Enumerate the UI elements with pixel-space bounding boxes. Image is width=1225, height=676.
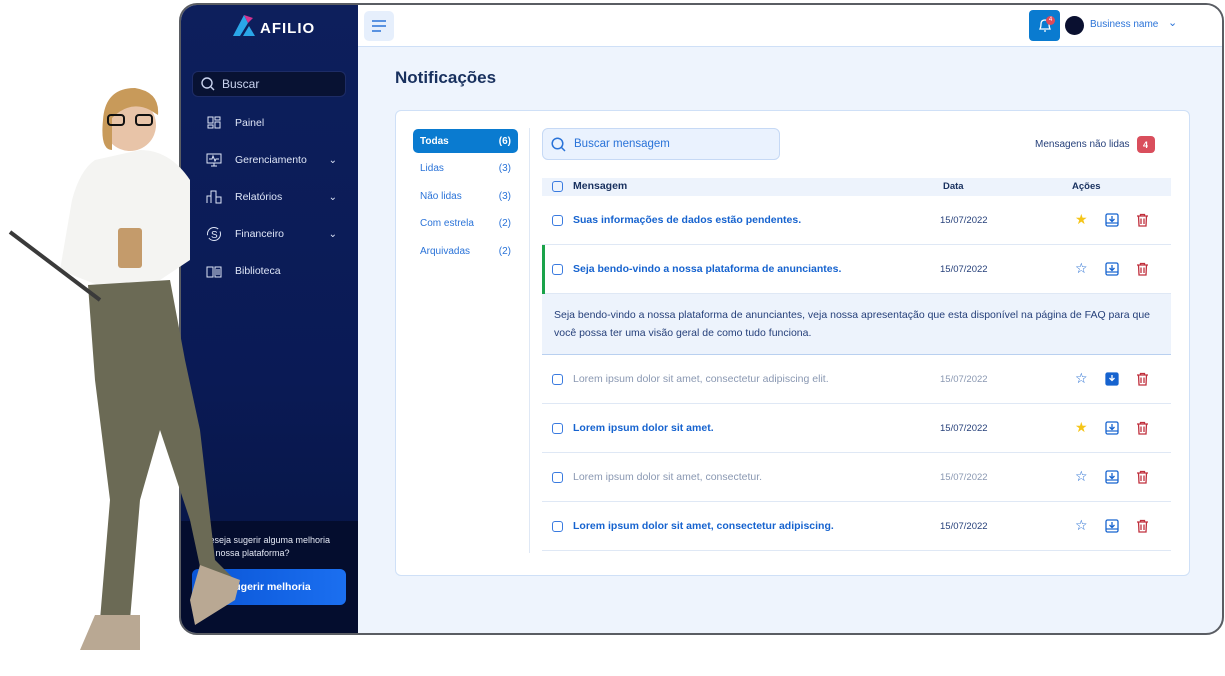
person-illustration <box>8 88 240 650</box>
page-title: Notificações <box>395 68 497 87</box>
message-subject[interactable]: Lorem ipsum dolor sit amet, consectetur … <box>573 373 829 385</box>
message-body: Seja bendo-vindo a nossa plataforma de a… <box>542 294 1171 355</box>
chevron-down-icon[interactable]: ⌄ <box>1168 17 1178 29</box>
message-date: 15/07/2022 <box>940 472 988 483</box>
monitor-icon <box>205 152 223 168</box>
message-subject[interactable]: Suas informações de dados estão pendente… <box>573 214 802 226</box>
star-outline-icon[interactable]: ☆ <box>1075 370 1088 386</box>
suggest-text: Deseja sugerir alguma melhoria na nossa … <box>203 535 331 558</box>
row-checkbox[interactable] <box>552 423 563 434</box>
chevron-down-icon: ⌄ <box>328 228 337 240</box>
row-checkbox[interactable] <box>552 374 563 385</box>
row-checkbox[interactable] <box>552 521 563 532</box>
avatar[interactable] <box>1065 16 1084 35</box>
expanded-marker <box>542 245 545 294</box>
archive-icon[interactable] <box>1105 421 1119 435</box>
trash-icon[interactable] <box>1136 519 1149 533</box>
dashboard-icon <box>205 115 223 131</box>
sidebar-item-biblioteca[interactable]: Biblioteca <box>205 263 337 279</box>
table-row[interactable]: Suas informações de dados estão pendente… <box>542 196 1171 245</box>
archive-icon[interactable] <box>1105 372 1119 386</box>
message-subject[interactable]: Lorem ipsum dolor sit amet, consectetur … <box>573 520 834 532</box>
bell-icon <box>1038 19 1051 32</box>
topbar: 4 Business name ⌄ <box>358 5 1222 47</box>
table-row[interactable]: Lorem ipsum dolor sit amet. 15/07/2022 ★ <box>542 404 1171 453</box>
archive-icon[interactable] <box>1105 519 1119 533</box>
sidebar-search-input[interactable]: Buscar <box>192 71 346 97</box>
bar-chart-icon <box>205 189 223 205</box>
sidebar-item-financeiro[interactable]: S Financeiro ⌄ <box>205 226 337 242</box>
search-icon <box>201 77 215 91</box>
message-subject[interactable]: Seja bendo-vindo a nossa plataforma de a… <box>573 263 842 275</box>
star-filled-icon[interactable]: ★ <box>1075 211 1088 227</box>
money-cycle-icon: S <box>205 226 223 242</box>
trash-icon[interactable] <box>1136 213 1149 227</box>
chevron-down-icon: ⌄ <box>328 191 337 203</box>
row-checkbox[interactable] <box>552 472 563 483</box>
chevron-down-icon: ⌄ <box>328 154 337 166</box>
star-outline-icon[interactable]: ☆ <box>1075 468 1088 484</box>
app-window: AFILIO Buscar Painel Gerenciamento ⌄ Rela… <box>179 3 1224 635</box>
svg-text:S: S <box>211 230 218 241</box>
message-search-input[interactable]: Buscar mensagem <box>542 128 780 160</box>
unread-messages: Mensagens não lidas 4 <box>1035 136 1155 153</box>
message-date: 15/07/2022 <box>940 374 988 385</box>
message-date: 15/07/2022 <box>940 521 988 532</box>
hamburger-icon <box>372 20 386 32</box>
filter-não-lidas[interactable]: Não lidas (3) <box>420 190 511 202</box>
select-all-checkbox[interactable] <box>552 181 563 192</box>
book-icon <box>205 263 223 279</box>
filter-lidas[interactable]: Lidas (3) <box>420 163 511 174</box>
row-checkbox[interactable] <box>552 215 563 226</box>
filter-todas[interactable]: Todas (6) <box>413 129 518 153</box>
trash-icon[interactable] <box>1136 372 1149 386</box>
star-outline-icon[interactable]: ☆ <box>1075 260 1088 276</box>
table-row[interactable]: Seja bendo-vindo a nossa plataforma de a… <box>542 245 1171 294</box>
filter-arquivadas[interactable]: Arquivadas (2) <box>420 245 511 257</box>
sidebar-item-relatorios[interactable]: Relatórios ⌄ <box>205 189 337 205</box>
unread-count-badge: 4 <box>1136 136 1155 153</box>
menu-toggle-button[interactable] <box>364 11 394 41</box>
divider <box>529 128 530 553</box>
message-date: 15/07/2022 <box>940 264 988 275</box>
notification-count-badge: 4 <box>1046 16 1055 25</box>
notifications-button[interactable]: 4 <box>1029 10 1060 41</box>
message-subject[interactable]: Lorem ipsum dolor sit amet, consectetur. <box>573 471 763 483</box>
archive-icon[interactable] <box>1105 470 1119 484</box>
filter-com-estrela[interactable]: Com estrela (2) <box>420 218 511 229</box>
message-subject[interactable]: Lorem ipsum dolor sit amet. <box>573 422 714 434</box>
business-name[interactable]: Business name <box>1090 19 1159 30</box>
trash-icon[interactable] <box>1136 421 1149 435</box>
row-checkbox[interactable] <box>552 264 563 275</box>
table-row[interactable]: Lorem ipsum dolor sit amet, consectetur … <box>542 355 1171 404</box>
notifications-card: Todas (6) Lidas (3) Não lidas (3) Com estrela(… <box>395 110 1190 576</box>
message-date: 15/07/2022 <box>940 423 988 434</box>
table-row[interactable]: Lorem ipsum dolor sit amet, consectetur … <box>542 502 1171 551</box>
star-filled-icon[interactable]: ★ <box>1075 419 1088 435</box>
archive-icon[interactable] <box>1105 213 1119 227</box>
table-header: Mensagem Data Ações <box>542 178 1171 196</box>
search-icon <box>551 136 566 152</box>
sidebar-item-gerenciamento[interactable]: Gerenciamento ⌄ <box>205 152 337 168</box>
logo: AFILIO <box>231 13 315 37</box>
sidebar-item-painel[interactable]: Painel <box>205 115 337 131</box>
trash-icon[interactable] <box>1136 262 1149 276</box>
table-row[interactable]: Lorem ipsum dolor sit amet, consectetur.… <box>542 453 1171 502</box>
star-outline-icon[interactable]: ☆ <box>1075 517 1088 533</box>
trash-icon[interactable] <box>1136 470 1149 484</box>
message-date: 15/07/2022 <box>940 215 988 226</box>
archive-icon[interactable] <box>1105 262 1119 276</box>
